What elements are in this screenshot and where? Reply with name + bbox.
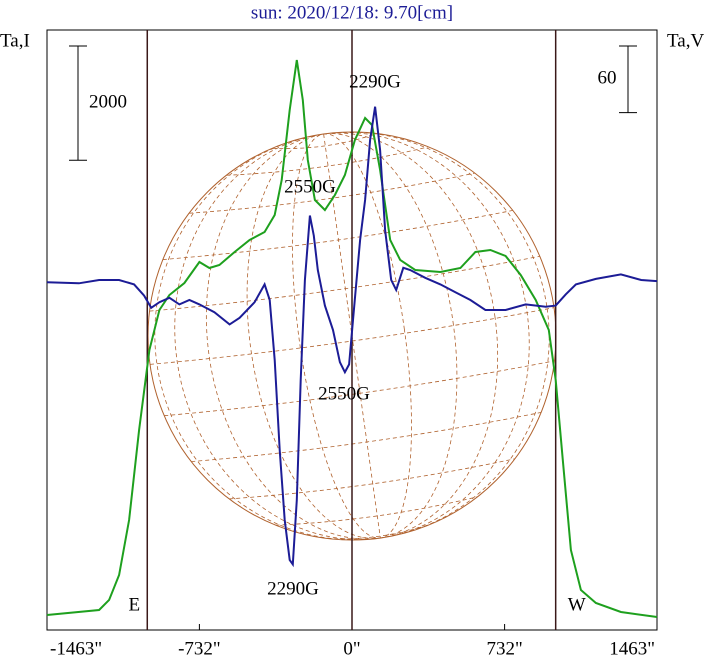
parallel — [189, 172, 475, 214]
parallel — [272, 133, 377, 149]
limb-label: E — [128, 594, 140, 615]
y2-axis-label: Ta,V — [667, 30, 704, 51]
parallel — [226, 146, 429, 176]
x-tick-label: 732" — [486, 638, 522, 659]
series-line — [46, 106, 658, 568]
annotation: 2290G — [267, 578, 319, 599]
chart-title: sun: 2020/12/18: 9.70[cm] — [251, 2, 453, 23]
parallel — [327, 523, 432, 540]
scale-bar-label: 2000 — [89, 92, 127, 113]
scale-bar-label: 60 — [598, 68, 617, 89]
parallel — [162, 210, 513, 260]
annotation: 2550G — [318, 383, 370, 404]
annotation: 2550G — [284, 176, 336, 197]
y-axis-label: Ta,I — [0, 30, 30, 51]
x-tick-label: 1463" — [609, 638, 655, 659]
limb-label: W — [568, 594, 586, 615]
x-tick-label: -1463" — [50, 638, 102, 659]
parallel — [229, 458, 516, 500]
x-tick-label: -732" — [178, 638, 221, 659]
annotation: 2290G — [349, 71, 401, 92]
parallel — [275, 496, 478, 526]
x-tick-label: 0" — [343, 638, 360, 659]
